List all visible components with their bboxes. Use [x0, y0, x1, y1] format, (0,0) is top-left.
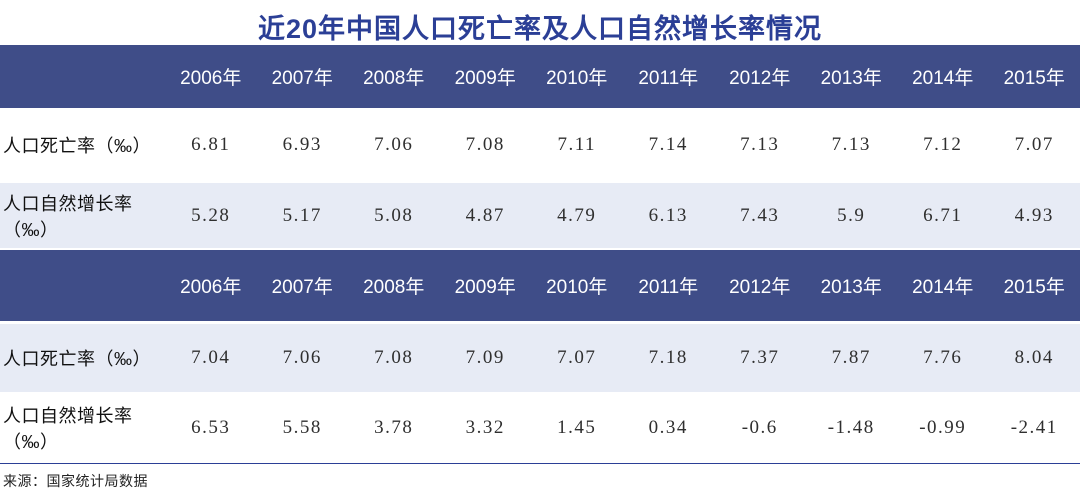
- row-label: 人口自然增长率（‰）: [3, 406, 133, 452]
- year-header-cell: 2007年: [271, 277, 333, 298]
- year-header-row: 2006年 2007年 2008年 2009年 2010年 2011年 2012年 2013年…: [0, 250, 1080, 321]
- year-header-cell: 2006年: [180, 277, 242, 298]
- year-header-cell: 2006年: [180, 68, 242, 89]
- year-header-cell: 2015年: [1003, 277, 1065, 298]
- population-table: 2006年 2007年 2008年 2009年 2010年 2011年 2012年 2013年…: [0, 45, 1080, 461]
- value-cell: 6.93: [282, 133, 322, 155]
- value-cell: 6.71: [923, 204, 963, 226]
- year-header-cell: 2013年: [820, 277, 882, 298]
- year-header-cell: 2007年: [271, 68, 333, 89]
- value-cell: 5.58: [282, 417, 322, 438]
- row-label: 人口死亡率（‰）: [3, 135, 151, 156]
- value-cell: -0.6: [741, 417, 778, 438]
- value-cell: 7.09: [465, 347, 505, 368]
- value-cell: 8.04: [1014, 347, 1054, 368]
- value-cell: 6.81: [191, 133, 231, 155]
- value-cell: 6.13: [648, 204, 688, 226]
- year-header-cell: 2010年: [546, 277, 608, 298]
- year-header-cell: 2011年: [638, 277, 699, 298]
- value-cell: 3.32: [465, 417, 505, 438]
- value-cell: 7.11: [557, 133, 597, 155]
- value-cell: 5.17: [282, 204, 322, 226]
- value-cell: 7.76: [923, 347, 963, 368]
- table-row-growth-rate: 人口自然增长率（‰） 5.28 5.17 5.08 4.87 4.79 6.13 7.43 5.…: [0, 183, 1080, 248]
- value-cell: -1.48: [827, 417, 875, 438]
- source-note: 来源：国家统计局数据: [3, 473, 148, 489]
- value-cell: 5.9: [837, 204, 866, 226]
- value-cell: 1.45: [557, 417, 597, 438]
- value-cell: 7.14: [648, 133, 688, 155]
- year-header-cell: 2008年: [363, 68, 425, 89]
- value-cell: 7.12: [923, 133, 963, 155]
- value-cell: 5.08: [374, 204, 414, 226]
- page-title: 近20年中国人口死亡率及人口自然增长率情况: [257, 14, 823, 44]
- year-header-cell: 2011年: [638, 68, 699, 89]
- value-cell: 4.87: [465, 204, 505, 226]
- value-cell: 7.08: [374, 347, 414, 368]
- row-label: 人口死亡率（‰）: [3, 349, 151, 369]
- value-cell: -2.41: [1010, 417, 1058, 438]
- value-cell: -0.99: [919, 417, 967, 438]
- value-cell: 7.87: [831, 347, 871, 368]
- year-header-row: 2006年 2007年 2008年 2009年 2010年 2011年 2012年 2013年…: [0, 45, 1080, 108]
- value-cell: 7.08: [465, 133, 505, 155]
- year-header-cell: 2009年: [454, 68, 516, 89]
- value-cell: 7.07: [1014, 133, 1054, 155]
- value-cell: 7.18: [648, 347, 688, 368]
- year-header-cell: 2012年: [729, 277, 791, 298]
- value-cell: 0.34: [648, 417, 688, 438]
- value-cell: 3.78: [374, 417, 414, 438]
- value-cell: 4.79: [557, 204, 597, 226]
- year-header-cell: 2009年: [454, 277, 516, 298]
- table-row-growth-rate: 人口自然增长率（‰） 6.53 5.58 3.78 3.32 1.45 0.34 -0.6 -1…: [0, 395, 1080, 461]
- year-header-cell: 2013年: [820, 68, 882, 89]
- value-cell: 7.06: [282, 347, 322, 368]
- value-cell: 7.13: [740, 133, 780, 155]
- value-cell: 4.93: [1014, 204, 1054, 226]
- value-cell: 6.53: [191, 417, 231, 438]
- table-row-death-rate: 人口死亡率（‰） 7.04 7.06 7.08 7.09 7.07 7.18 7.37 7.87…: [0, 324, 1080, 392]
- year-header-cell: 2008年: [363, 277, 425, 298]
- value-cell: 7.06: [374, 133, 414, 155]
- table-section-2: 2006年 2007年 2008年 2009年 2010年 2011年 2012年 2013年…: [0, 250, 1080, 461]
- year-header-cell: 2015年: [1003, 68, 1065, 89]
- value-cell: 5.28: [191, 204, 231, 226]
- table-row-death-rate: 人口死亡率（‰） 6.81 6.93 7.06 7.08 7.11 7.14 7.13 7.13…: [0, 108, 1080, 181]
- year-header-cell: 2010年: [546, 68, 608, 89]
- table-section-1: 2006年 2007年 2008年 2009年 2010年 2011年 2012年 2013年…: [0, 45, 1080, 248]
- value-cell: 7.37: [740, 347, 780, 368]
- divider-line: [0, 463, 1080, 464]
- value-cell: 7.07: [557, 347, 597, 368]
- year-header-cell: 2014年: [912, 68, 974, 89]
- value-cell: 7.04: [191, 347, 231, 368]
- year-header-cell: 2014年: [912, 277, 974, 298]
- value-cell: 7.43: [740, 204, 780, 226]
- value-cell: 7.13: [831, 133, 871, 155]
- row-label: 人口自然增长率（‰）: [3, 193, 133, 240]
- year-header-cell: 2012年: [729, 68, 791, 89]
